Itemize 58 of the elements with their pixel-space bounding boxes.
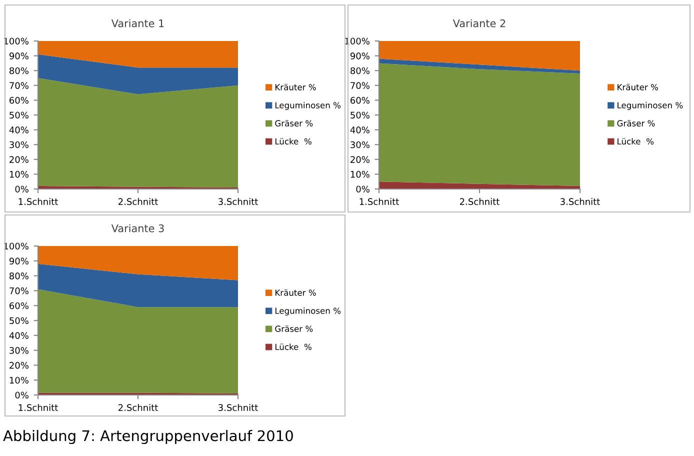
x-tick-label: 2.Schnitt: [460, 198, 500, 206]
legend-label: Gräser %: [617, 120, 655, 126]
legend-label: Gräser %: [275, 326, 313, 332]
x-tick-label: 1.Schnitt: [18, 198, 58, 206]
y-tick-label: 90%: [350, 52, 370, 60]
legend-label: Lücke %: [618, 138, 654, 145]
y-tick-label: 50%: [350, 112, 370, 119]
chart-title: Variante 1: [111, 19, 164, 28]
legend-label: Lücke %: [275, 138, 312, 145]
y-tick-label: 70%: [10, 82, 28, 89]
text: Abbildung 7: Artengruppenverlauf 2010: [3, 430, 293, 444]
y-tick-label: 0%: [15, 392, 28, 399]
y-tick-label: 70%: [10, 287, 28, 294]
x-tick-label: 1.Schnitt: [360, 198, 399, 206]
chart-title: Variante 3: [111, 224, 164, 232]
y-tick-label: 20%: [350, 156, 370, 163]
x-tick-label: 3.Schnitt: [218, 404, 258, 412]
x-tick-label: 2.Schnitt: [118, 404, 158, 412]
y-tick-label: 90%: [9, 52, 28, 60]
legend-label: Leguminosen %: [618, 102, 683, 110]
x-tick-label: 3.Schnitt: [560, 198, 600, 206]
y-tick-label: 50%: [10, 112, 28, 119]
x-tick-label: 2.Schnitt: [118, 198, 158, 206]
y-tick-label: 100%: [4, 38, 28, 45]
legend-label: Gräser %: [275, 120, 313, 126]
legend-label: Kräuter %: [618, 84, 658, 90]
y-tick-label: 90%: [9, 258, 28, 264]
y-tick-label: 60%: [350, 96, 370, 104]
y-tick-label: 0%: [356, 186, 370, 193]
y-tick-label: 60%: [10, 96, 28, 104]
legend-label: Lücke %: [275, 344, 312, 350]
y-tick-label: 10%: [10, 376, 28, 384]
y-tick-label: 40%: [9, 126, 28, 134]
legend-label: Kräuter %: [275, 289, 316, 296]
legend-label: Kräuter %: [275, 84, 316, 90]
y-tick-label: 70%: [350, 82, 370, 89]
chart-title: Variante 2: [452, 19, 506, 28]
y-tick-label: 30%: [10, 347, 28, 354]
y-tick-label: 80%: [10, 272, 28, 280]
y-tick-label: 40%: [350, 126, 370, 134]
y-tick-label: 20%: [10, 362, 28, 369]
legend-label: Leguminosen %: [275, 307, 341, 316]
x-tick-label: 1.Schnitt: [18, 404, 58, 412]
y-tick-label: 0%: [15, 186, 28, 193]
legend-label: Leguminosen %: [275, 102, 341, 110]
y-tick-label: 50%: [10, 317, 28, 324]
y-tick-label: 80%: [10, 67, 28, 74]
y-tick-label: 10%: [350, 170, 370, 178]
y-tick-label: 60%: [10, 302, 28, 310]
x-tick-label: 3.Schnitt: [218, 198, 258, 206]
y-tick-label: 80%: [350, 67, 370, 74]
y-tick-label: 100%: [4, 242, 28, 250]
y-tick-label: 20%: [10, 156, 28, 163]
y-tick-label: 10%: [10, 170, 28, 178]
y-tick-label: 100%: [345, 38, 370, 45]
y-tick-label: 30%: [10, 141, 28, 148]
y-tick-label: 40%: [9, 332, 28, 339]
y-tick-label: 30%: [350, 141, 370, 148]
